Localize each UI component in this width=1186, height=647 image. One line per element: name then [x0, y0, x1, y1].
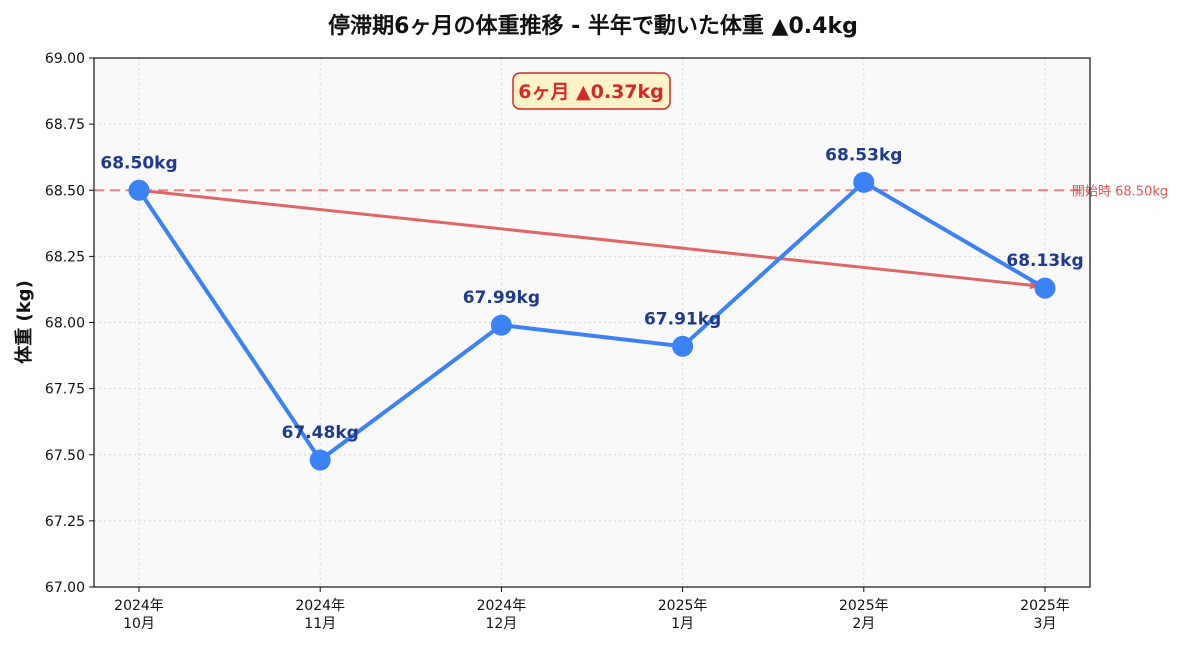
data-label: 67.99kg — [463, 288, 540, 308]
x-tick-label: 2025年 2月 — [839, 598, 889, 632]
y-tick-label: 69.00 — [45, 51, 85, 67]
x-tick-label: 2024年 12月 — [477, 598, 527, 632]
data-label: 67.48kg — [282, 423, 359, 443]
annotation-text: 6ヶ月 ▲0.37kg — [518, 81, 664, 103]
data-point — [1034, 277, 1056, 299]
y-tick-label: 67.00 — [45, 580, 85, 596]
series-line — [137, 180, 1047, 463]
x-tick-label: 2025年 1月 — [658, 598, 708, 632]
y-tick-label: 68.50 — [45, 183, 85, 199]
annotation-box — [512, 72, 671, 110]
series-group: 68.50kg 67.48kg 67.99kg 67.91kg 68.53kg 68.13… — [100, 145, 1084, 471]
data-label: 68.13kg — [1006, 251, 1083, 271]
data-label: 68.53kg — [825, 145, 902, 165]
trend-arrow-group — [138, 188, 1040, 290]
chart-title: 停滞期6ヶ月の体重推移 - 半年で動いた体重 ▲0.4kg — [328, 13, 858, 39]
y-tick-label: 67.50 — [45, 448, 85, 464]
y-tick-label: 68.75 — [45, 117, 85, 133]
data-label: 67.91kg — [644, 309, 721, 329]
y-tick-label: 68.25 — [45, 249, 85, 265]
data-point — [853, 171, 875, 193]
y-axis-label: 体重 (kg) — [13, 280, 35, 364]
reference-line-group: 開始時 68.50kg — [94, 184, 1168, 199]
data-point — [672, 335, 694, 357]
x-tick-label: 2024年 10月 — [114, 598, 164, 632]
trend-arrow — [138, 188, 1040, 290]
reference-line-label: 開始時 68.50kg — [1072, 184, 1168, 199]
annotation-group: 6ヶ月 ▲0.37kg — [512, 72, 671, 110]
y-tick-label: 67.25 — [45, 514, 85, 530]
y-tick-label: 68.00 — [45, 316, 85, 332]
x-tick-label: 2025年 3月 — [1020, 598, 1070, 632]
x-tick-label: 2024年 11月 — [295, 598, 345, 632]
data-point — [309, 449, 331, 471]
data-label: 68.50kg — [100, 153, 177, 173]
axes: 67.00 67.25 67.50 67.75 68.00 68.25 68.50 68.75… — [45, 51, 1070, 632]
data-point — [128, 179, 150, 201]
y-tick-label: 67.75 — [45, 382, 85, 398]
data-point — [490, 314, 512, 336]
